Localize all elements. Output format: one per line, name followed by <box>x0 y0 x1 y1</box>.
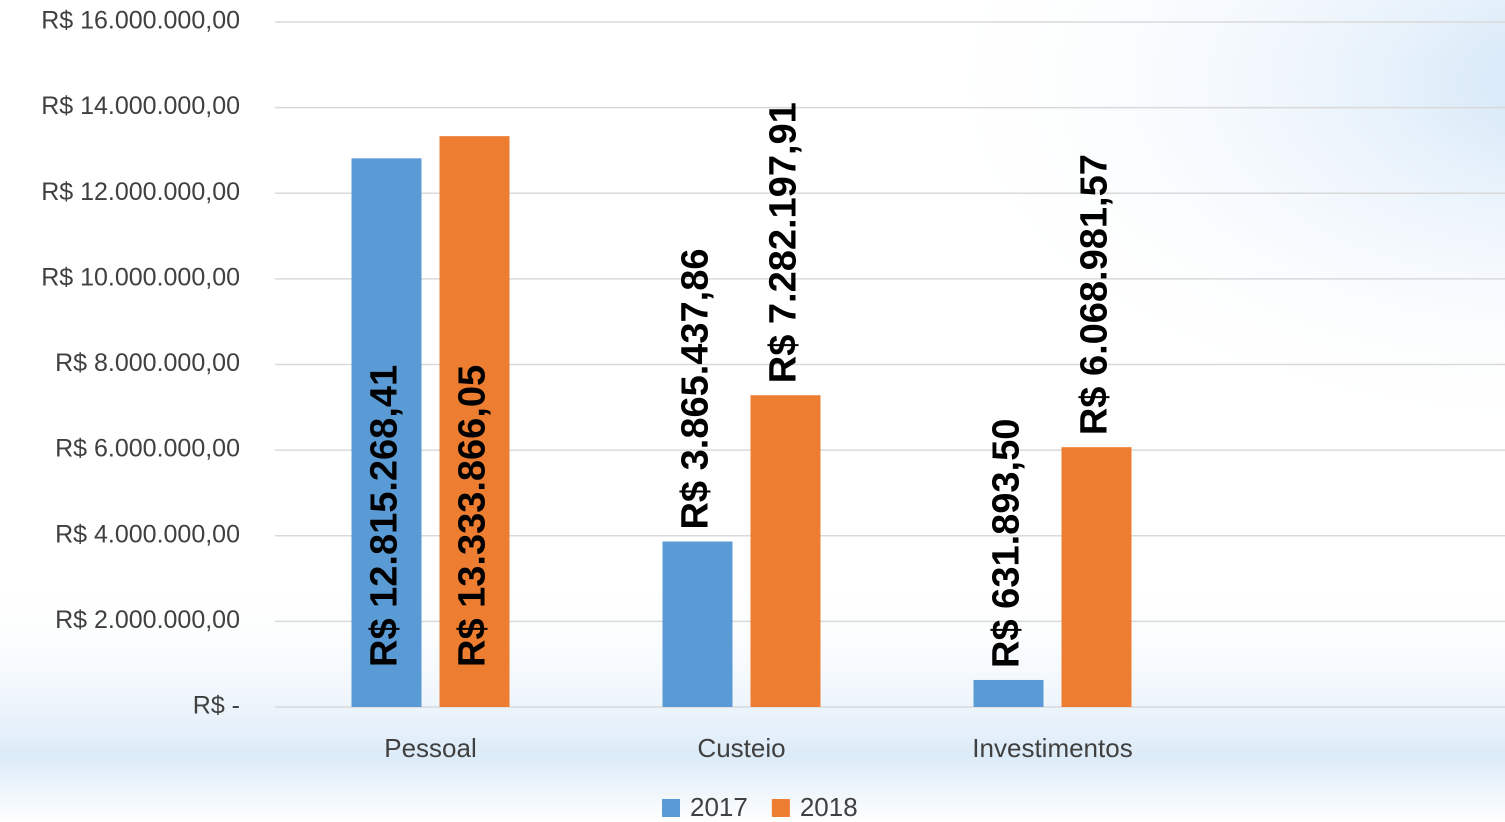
bar <box>662 541 733 707</box>
x-tick-label: Pessoal <box>384 733 477 763</box>
y-tick-label: R$ 12.000.000,00 <box>41 178 240 206</box>
value-label: R$ 631.893,50 <box>986 419 1028 668</box>
bar <box>750 395 821 707</box>
y-tick-label: R$ - <box>193 692 240 720</box>
legend-swatch <box>771 799 790 817</box>
x-tick-label: Investimentos <box>972 733 1132 763</box>
bar <box>351 158 422 707</box>
value-label: R$ 6.068.981,57 <box>1074 154 1116 435</box>
legend-swatch <box>662 799 680 817</box>
x-tick-label: Custeio <box>697 733 785 763</box>
y-tick-label: R$ 8.000.000,00 <box>55 349 240 377</box>
value-label: R$ 7.282.197,91 <box>763 102 805 383</box>
y-tick-label: R$ 4.000.000,00 <box>55 520 240 548</box>
y-tick-label: R$ 16.000.000,00 <box>41 7 240 35</box>
bar <box>973 679 1044 707</box>
value-label: R$ 3.865.437,86 <box>675 248 717 529</box>
value-label: R$ 12.815.268,41 <box>364 365 406 667</box>
legend-label: 2017 <box>690 792 748 822</box>
bar <box>439 136 510 707</box>
y-tick-label: R$ 6.000.000,00 <box>55 435 240 463</box>
value-label: R$ 13.333.866,05 <box>452 365 494 667</box>
bar <box>1061 447 1132 707</box>
y-tick-label: R$ 2.000.000,00 <box>55 606 240 634</box>
legend-label: 2018 <box>800 792 858 822</box>
y-tick-label: R$ 10.000.000,00 <box>41 263 240 291</box>
y-tick-label: R$ 14.000.000,00 <box>41 92 240 120</box>
